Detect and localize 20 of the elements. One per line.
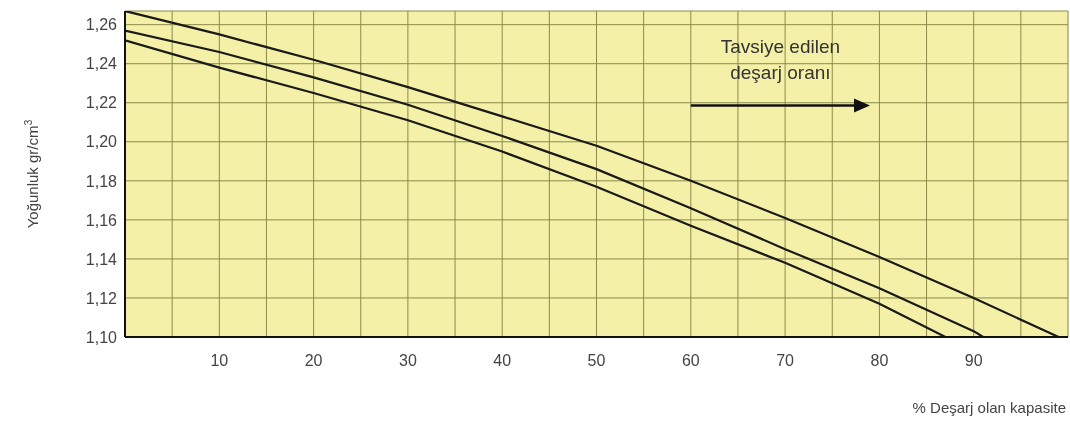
x-tick-label: 10 [210,352,229,370]
x-tick-label: 50 [587,352,606,370]
x-tick-label: 40 [493,352,512,370]
x-tick-label: 70 [776,352,795,370]
x-tick-label: 90 [964,352,983,370]
y-tick-label: 1,14 [85,250,118,268]
x-tick-label: 30 [399,352,417,370]
x-tick-label: 20 [304,352,323,370]
y-tick-label: 1,10 [85,328,118,346]
y-tick-label: 1,18 [85,172,118,190]
y-tick-label: 1,16 [85,211,118,229]
x-tick-label: 80 [870,352,889,370]
y-tick-label: 1,26 [85,16,118,34]
x-tick-label: 60 [681,352,700,370]
y-tick-label: 1,24 [85,55,118,73]
x-axis-title: % Deşarj olan kapasite [912,399,1066,416]
annotation: Tavsiye edilen deşarj oranı [720,36,841,84]
y-tick-label: 1,22 [85,94,118,112]
y-tick-label: 1,20 [85,133,118,151]
y-tick-label: 1,12 [85,289,118,307]
